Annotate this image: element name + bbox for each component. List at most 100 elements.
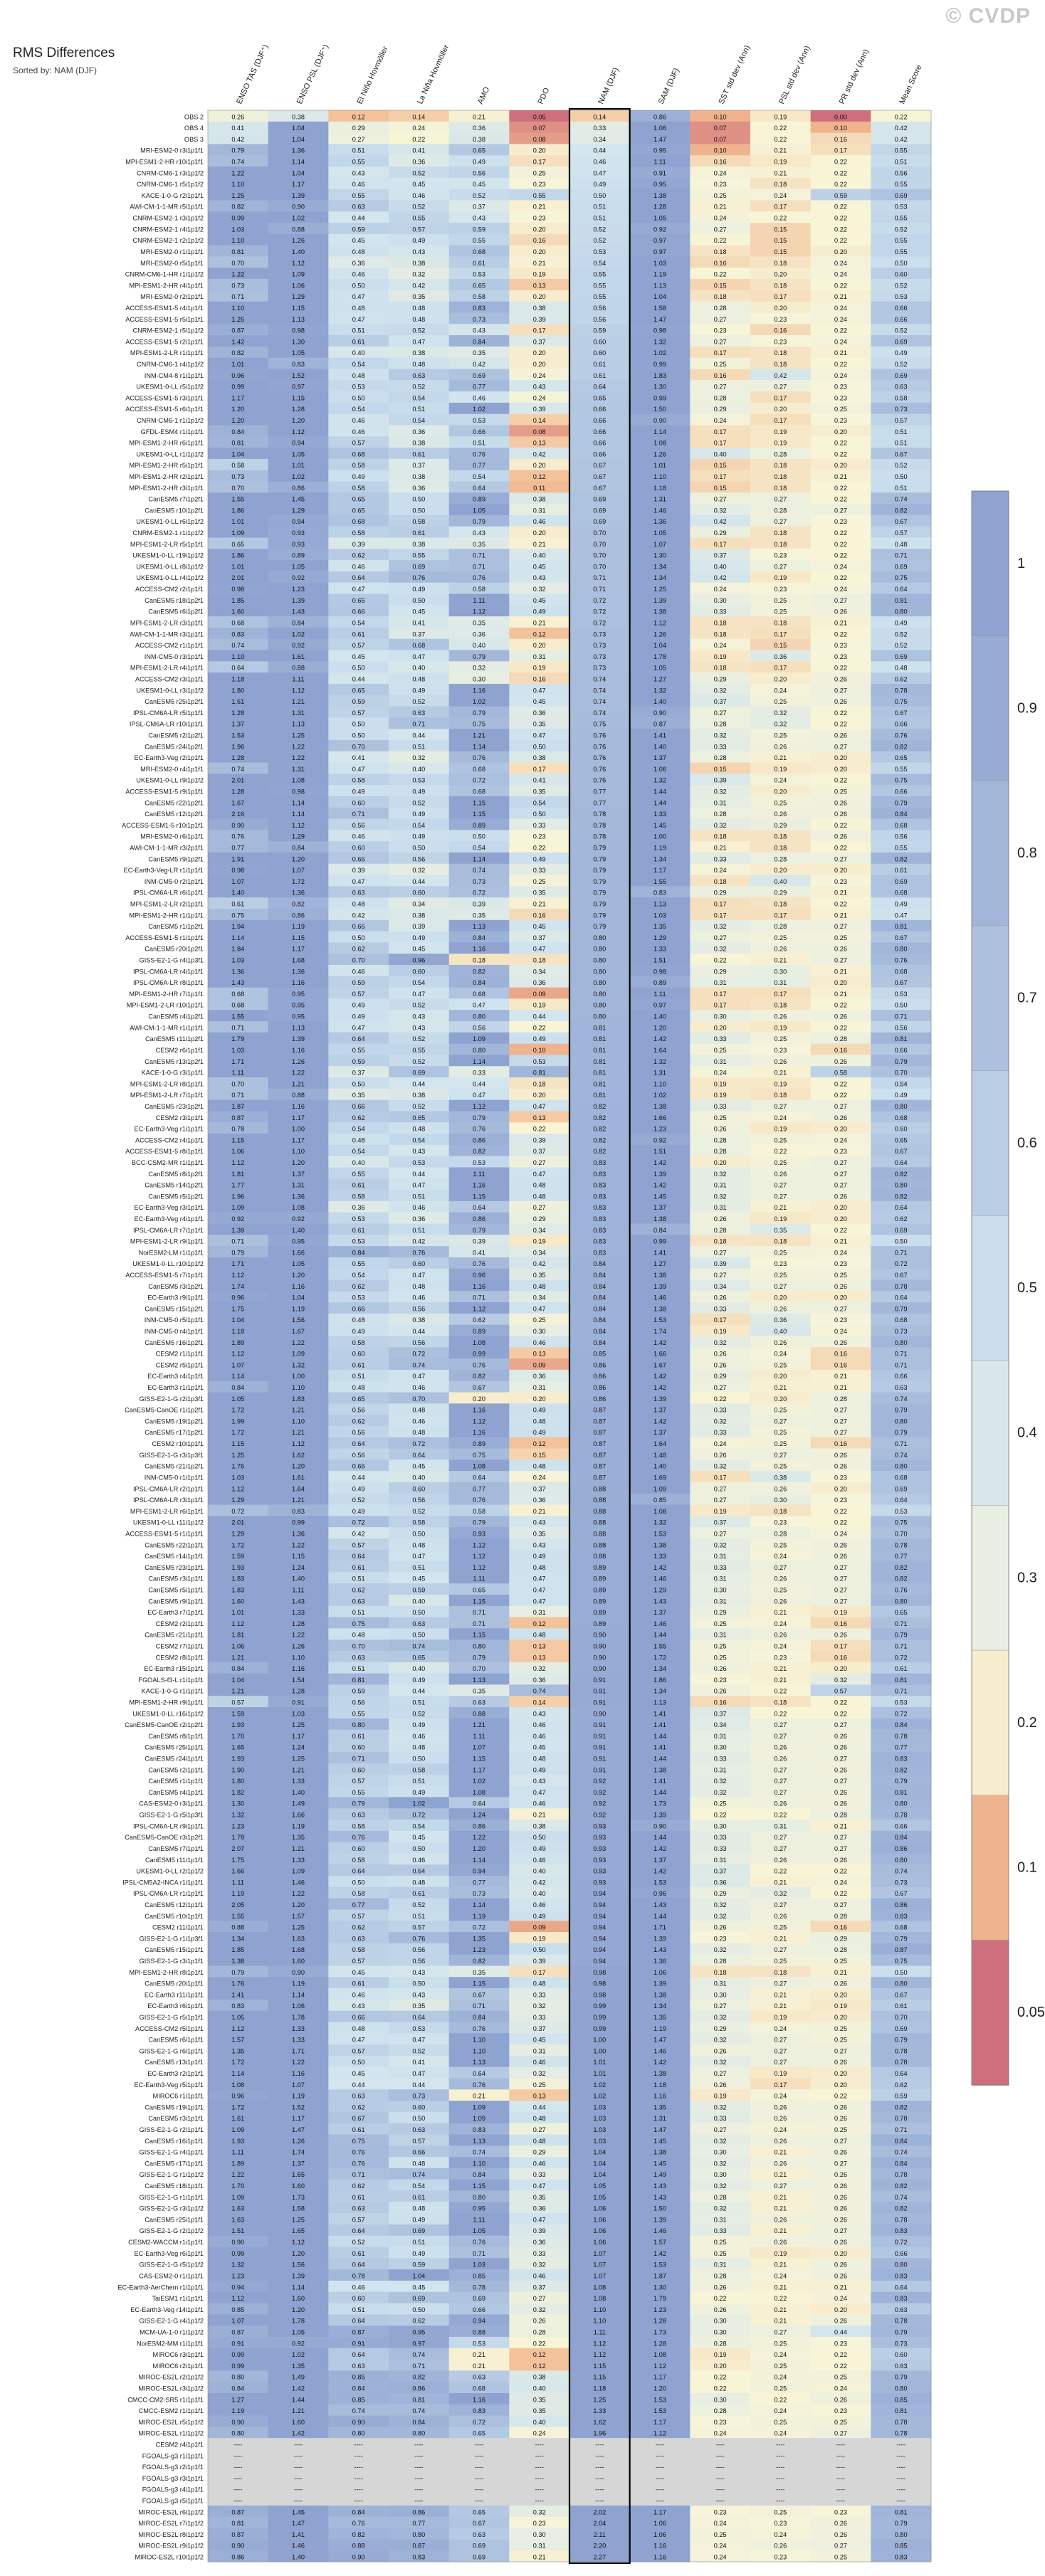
heatmap-cell (871, 774, 932, 786)
cell-value: 1.28 (292, 1688, 305, 1695)
cell-value: 0.48 (352, 1384, 365, 1391)
heatmap-cell (690, 1156, 751, 1168)
heatmap-cell (569, 1066, 631, 1078)
cell-value: 1.18 (231, 1328, 244, 1335)
cell-value: 0.22 (834, 901, 847, 908)
cell-value: 1.27 (653, 1260, 666, 1267)
heatmap-cell (389, 739, 450, 752)
cell-value: 0.32 (533, 586, 546, 593)
heatmap-cell (750, 605, 812, 617)
heatmap-cell (268, 335, 329, 347)
heatmap-cell (509, 335, 570, 347)
cell-value: 1.38 (653, 1272, 666, 1279)
heatmap-cell (569, 1010, 631, 1022)
heatmap-cell (871, 425, 932, 437)
cell-value: 0.58 (352, 1822, 365, 1830)
heatmap-cell (448, 1144, 510, 1157)
cell-value: 0.43 (352, 2002, 365, 2010)
cell-value: 0.25 (834, 1272, 847, 1279)
cell-value: 0.74 (895, 2149, 908, 2156)
heatmap-cell (629, 1010, 690, 1022)
cell-value: 0.42 (533, 450, 546, 458)
cell-value: 0.56 (352, 1407, 365, 1414)
cell-value: 1.35 (292, 1834, 305, 1841)
cell-value: 0.40 (774, 1328, 787, 1335)
cell-value: 0.36 (473, 630, 485, 638)
heatmap-cell (629, 627, 690, 640)
heatmap-cell (328, 526, 389, 538)
heatmap-cell (690, 931, 751, 943)
cell-value: 0.50 (412, 1632, 425, 1639)
heatmap-cell (509, 256, 570, 268)
cell-value: 0.90 (292, 1969, 305, 1976)
cell-value: 0.52 (895, 462, 908, 469)
heatmap-cell (810, 965, 871, 977)
heatmap-cell (389, 683, 450, 696)
heatmap-cell (690, 863, 751, 875)
cell-value: 0.52 (412, 327, 425, 334)
cell-value: 0.23 (834, 1316, 847, 1324)
cell-value: 0.24 (834, 271, 847, 278)
cell-value: 0.21 (834, 1373, 847, 1380)
cell-value: 0.66 (473, 428, 485, 436)
heatmap-cell (448, 1099, 510, 1112)
heatmap-cell (690, 369, 751, 381)
heatmap-cell (509, 504, 570, 516)
row-label: AWI-CM-1-1-MR r5i1p1f1 (130, 204, 204, 211)
cell-value: 0.34 (533, 1249, 546, 1256)
cell-value: 0.46 (352, 968, 365, 975)
cell-value: 0.27 (834, 687, 847, 694)
cell-value: 1.36 (231, 968, 244, 975)
heatmap-cell (328, 1088, 389, 1101)
cell-value: 0.32 (412, 271, 425, 278)
heatmap-cell (629, 380, 690, 392)
heatmap-cell (448, 436, 510, 448)
cell-value: 0.94 (593, 1890, 606, 1897)
cell-value: 1.45 (653, 2138, 666, 2145)
cell-value: 0.87 (593, 1429, 606, 1436)
heatmap-cell (328, 549, 389, 561)
heatmap-cell (268, 177, 329, 190)
cell-value: 1.16 (473, 687, 485, 694)
cell-value: 0.58 (412, 1519, 425, 1526)
heatmap-cell (871, 346, 932, 359)
cell-value: 1.04 (412, 2272, 425, 2279)
cell-value: 1.76 (231, 1463, 244, 1470)
cell-value: 0.20 (533, 361, 546, 368)
cell-value: 1.74 (653, 1328, 666, 1335)
cell-value: 0.50 (533, 743, 546, 750)
cell-value: 1.18 (653, 485, 666, 492)
cell-value: 0.80 (473, 1013, 485, 1020)
cell-value: 0.48 (412, 1283, 425, 1290)
cell-value: 0.22 (834, 327, 847, 334)
cell-value: 0.27 (834, 1598, 847, 1605)
cell-value: 1.42 (653, 1384, 666, 1391)
cell-value: 1.06 (231, 1643, 244, 1650)
heatmap-cell (208, 1156, 269, 1168)
cell-value: 0.48 (352, 1136, 365, 1144)
heatmap-cell (208, 1122, 269, 1134)
heatmap-cell (389, 470, 450, 482)
heatmap-cell (328, 695, 389, 707)
heatmap-cell (509, 560, 570, 572)
heatmap-cell (448, 268, 510, 280)
cell-value: 0.31 (714, 1553, 727, 1560)
cell-value: 1.12 (231, 1620, 244, 1627)
cell-value: 0.73 (412, 2093, 425, 2100)
heatmap-cell (569, 1122, 631, 1134)
cell-value: 0.28 (834, 1812, 847, 1819)
heatmap-cell (629, 897, 690, 909)
heatmap-cell (509, 998, 570, 1010)
cell-value: 0.28 (714, 1136, 727, 1144)
cell-value: 0.99 (231, 215, 244, 222)
heatmap-cell (328, 211, 389, 223)
cell-value: 0.18 (774, 181, 787, 188)
heatmap-cell (569, 290, 631, 302)
cell-value: 0.96 (231, 2093, 244, 2100)
cell-value: 1.26 (653, 630, 666, 638)
cell-value: 0.61 (412, 529, 425, 537)
heatmap-cell (810, 762, 871, 774)
heatmap-cell (268, 841, 329, 853)
heatmap-cell (690, 537, 751, 549)
